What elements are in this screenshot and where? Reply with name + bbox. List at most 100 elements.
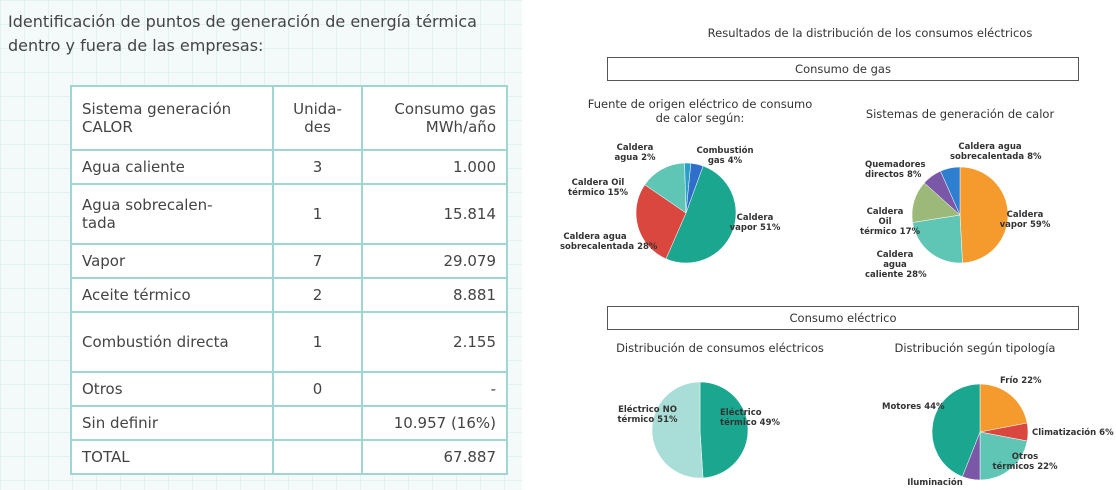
cell-text: 2: [312, 286, 323, 304]
slice-category: Caldera vapor: [729, 213, 774, 233]
cell-text: Agua caliente: [82, 158, 185, 176]
cell: 67.887: [361, 439, 508, 475]
pie-slice: [699, 381, 749, 479]
row: Otros 0 -: [70, 371, 508, 407]
cell-text: 10.957 (16%): [393, 414, 496, 432]
slice-value: 8%: [1027, 152, 1042, 162]
cell: 10.957 (16%): [361, 405, 508, 441]
cell-text: Combustión directa: [82, 333, 229, 351]
cell-text: 15.814: [443, 205, 497, 223]
slice-value: 59%: [1030, 220, 1051, 230]
cell: Sistema generación CALOR: [70, 85, 274, 151]
cell: Vapor: [70, 243, 274, 279]
slice-label: Climatización 6%: [1032, 428, 1114, 438]
row: Sin definir 10.957 (16%): [70, 405, 508, 441]
slice-category: Iluminación: [907, 478, 963, 488]
cell-text: 1.000: [453, 158, 496, 176]
slice-category: Caldera agua: [614, 143, 654, 163]
cell-text: 29.079: [443, 252, 497, 270]
slice-label: Caldera agua 2%: [610, 143, 660, 163]
slice-label: Caldera agua sobrecalentada 8%: [950, 142, 1042, 162]
cell: Consumo gas MWh/año: [361, 85, 508, 151]
slice-label: Caldera vapor 51%: [725, 213, 785, 233]
pie-slice: [912, 214, 963, 264]
slice-value: 22%: [1037, 462, 1058, 472]
slice-category: Motores: [882, 402, 922, 412]
cell: [272, 405, 363, 441]
pie-slice: [979, 431, 1028, 481]
results-title: Resultados de la distribución de los con…: [707, 26, 1033, 40]
cell: Aceite térmico: [70, 277, 274, 313]
cell-text: 2.155: [453, 333, 496, 351]
slice-label: Frío 22%: [1000, 376, 1042, 386]
slice-label: Caldera vapor 59%: [995, 210, 1055, 230]
slice-value: 49%: [759, 418, 781, 428]
cell-text: 67.887: [443, 448, 497, 466]
cell-text: Vapor: [82, 252, 126, 270]
cell: 15.814: [361, 183, 508, 245]
chart-title: Sistemas de generación de calor: [865, 107, 1055, 121]
cell-text: Sin definir: [82, 414, 159, 432]
slice-label: Caldera agua caliente 28%: [865, 250, 927, 280]
cell-text: Unida-des: [293, 100, 342, 136]
slice-value: 28%: [906, 270, 927, 280]
cell: [272, 439, 363, 475]
row: Agua caliente 3 1.000: [70, 149, 508, 185]
cell: 1: [272, 311, 363, 373]
slice-category: Quemadores directos: [865, 160, 926, 180]
pie-slice: [940, 166, 961, 216]
header-row: Sistema generación CALOR Unida-des Consumo…: [70, 85, 508, 151]
cell: 3: [272, 149, 363, 185]
slice-label: Eléctrico NO térmico 51%: [610, 405, 685, 425]
slice-value: 4%: [727, 156, 743, 166]
cell-text: Agua sobrecalen-tada: [82, 196, 213, 232]
cell: Unida-des: [272, 85, 363, 151]
cell: 8.881: [361, 277, 508, 313]
pie-slice: [979, 383, 1028, 433]
chart-title: Distribución según tipología: [894, 341, 1056, 355]
cell: TOTAL: [70, 439, 274, 475]
pie-slice: [685, 162, 704, 214]
section-box: Consumo de gas: [607, 57, 1079, 81]
slice-category: Otros térmicos: [992, 452, 1039, 472]
slice-category: Frío: [1000, 376, 1019, 386]
pie-slice: [931, 383, 981, 477]
slice-label: Eléctrico térmico 49%: [720, 408, 780, 428]
slice-category: Caldera Oil térmico: [860, 207, 904, 237]
row: Aceite térmico 2 8.881: [70, 277, 508, 313]
slice-value: 2%: [641, 153, 656, 163]
table: Sistema generación CALOR Unida-des Consumo…: [70, 85, 508, 475]
cell: Agua caliente: [70, 149, 274, 185]
slice-category: Caldera vapor: [999, 210, 1044, 230]
slice-label: Motores 44%: [882, 402, 945, 412]
slice-value: 28%: [637, 242, 658, 252]
heading: Identificación de puntos de generación d…: [8, 12, 477, 55]
left-panel: Identificación de puntos de generación d…: [0, 0, 522, 490]
slice-value: 51%: [760, 223, 781, 233]
chart-title: Fuente de origen eléctrico de consumo de…: [587, 97, 813, 125]
cell-text: 1: [312, 333, 323, 351]
slice-category: Combustión gas: [696, 146, 754, 166]
slice-category: Caldera agua caliente: [865, 250, 914, 280]
cell-text: -: [490, 380, 496, 398]
slice-category: Caldera agua sobrecalentada: [950, 142, 1025, 162]
slice-value: 17%: [899, 227, 921, 237]
cell-text: 0: [312, 380, 323, 398]
pie-slice: [959, 166, 1009, 264]
cell: 2: [272, 277, 363, 313]
cell-text: 3: [312, 158, 323, 176]
slice-label: Otros térmicos 22%: [990, 452, 1060, 472]
cell: 1: [272, 183, 363, 245]
cell: 29.079: [361, 243, 508, 279]
pie-slice: [665, 165, 737, 264]
cell-text: 7: [312, 252, 323, 270]
slice-category: Caldera Oil térmico: [568, 178, 625, 198]
row: Combustión directa 1 2.155: [70, 311, 508, 373]
cell-text: 8.881: [453, 286, 496, 304]
pie-slice: [635, 184, 687, 260]
slice-value: 8%: [906, 170, 922, 180]
slice-value: 22%: [1021, 376, 1042, 386]
slice-label: Caldera Oil térmico 17%: [860, 207, 920, 237]
slice-category: Eléctrico NO térmico: [617, 405, 677, 425]
